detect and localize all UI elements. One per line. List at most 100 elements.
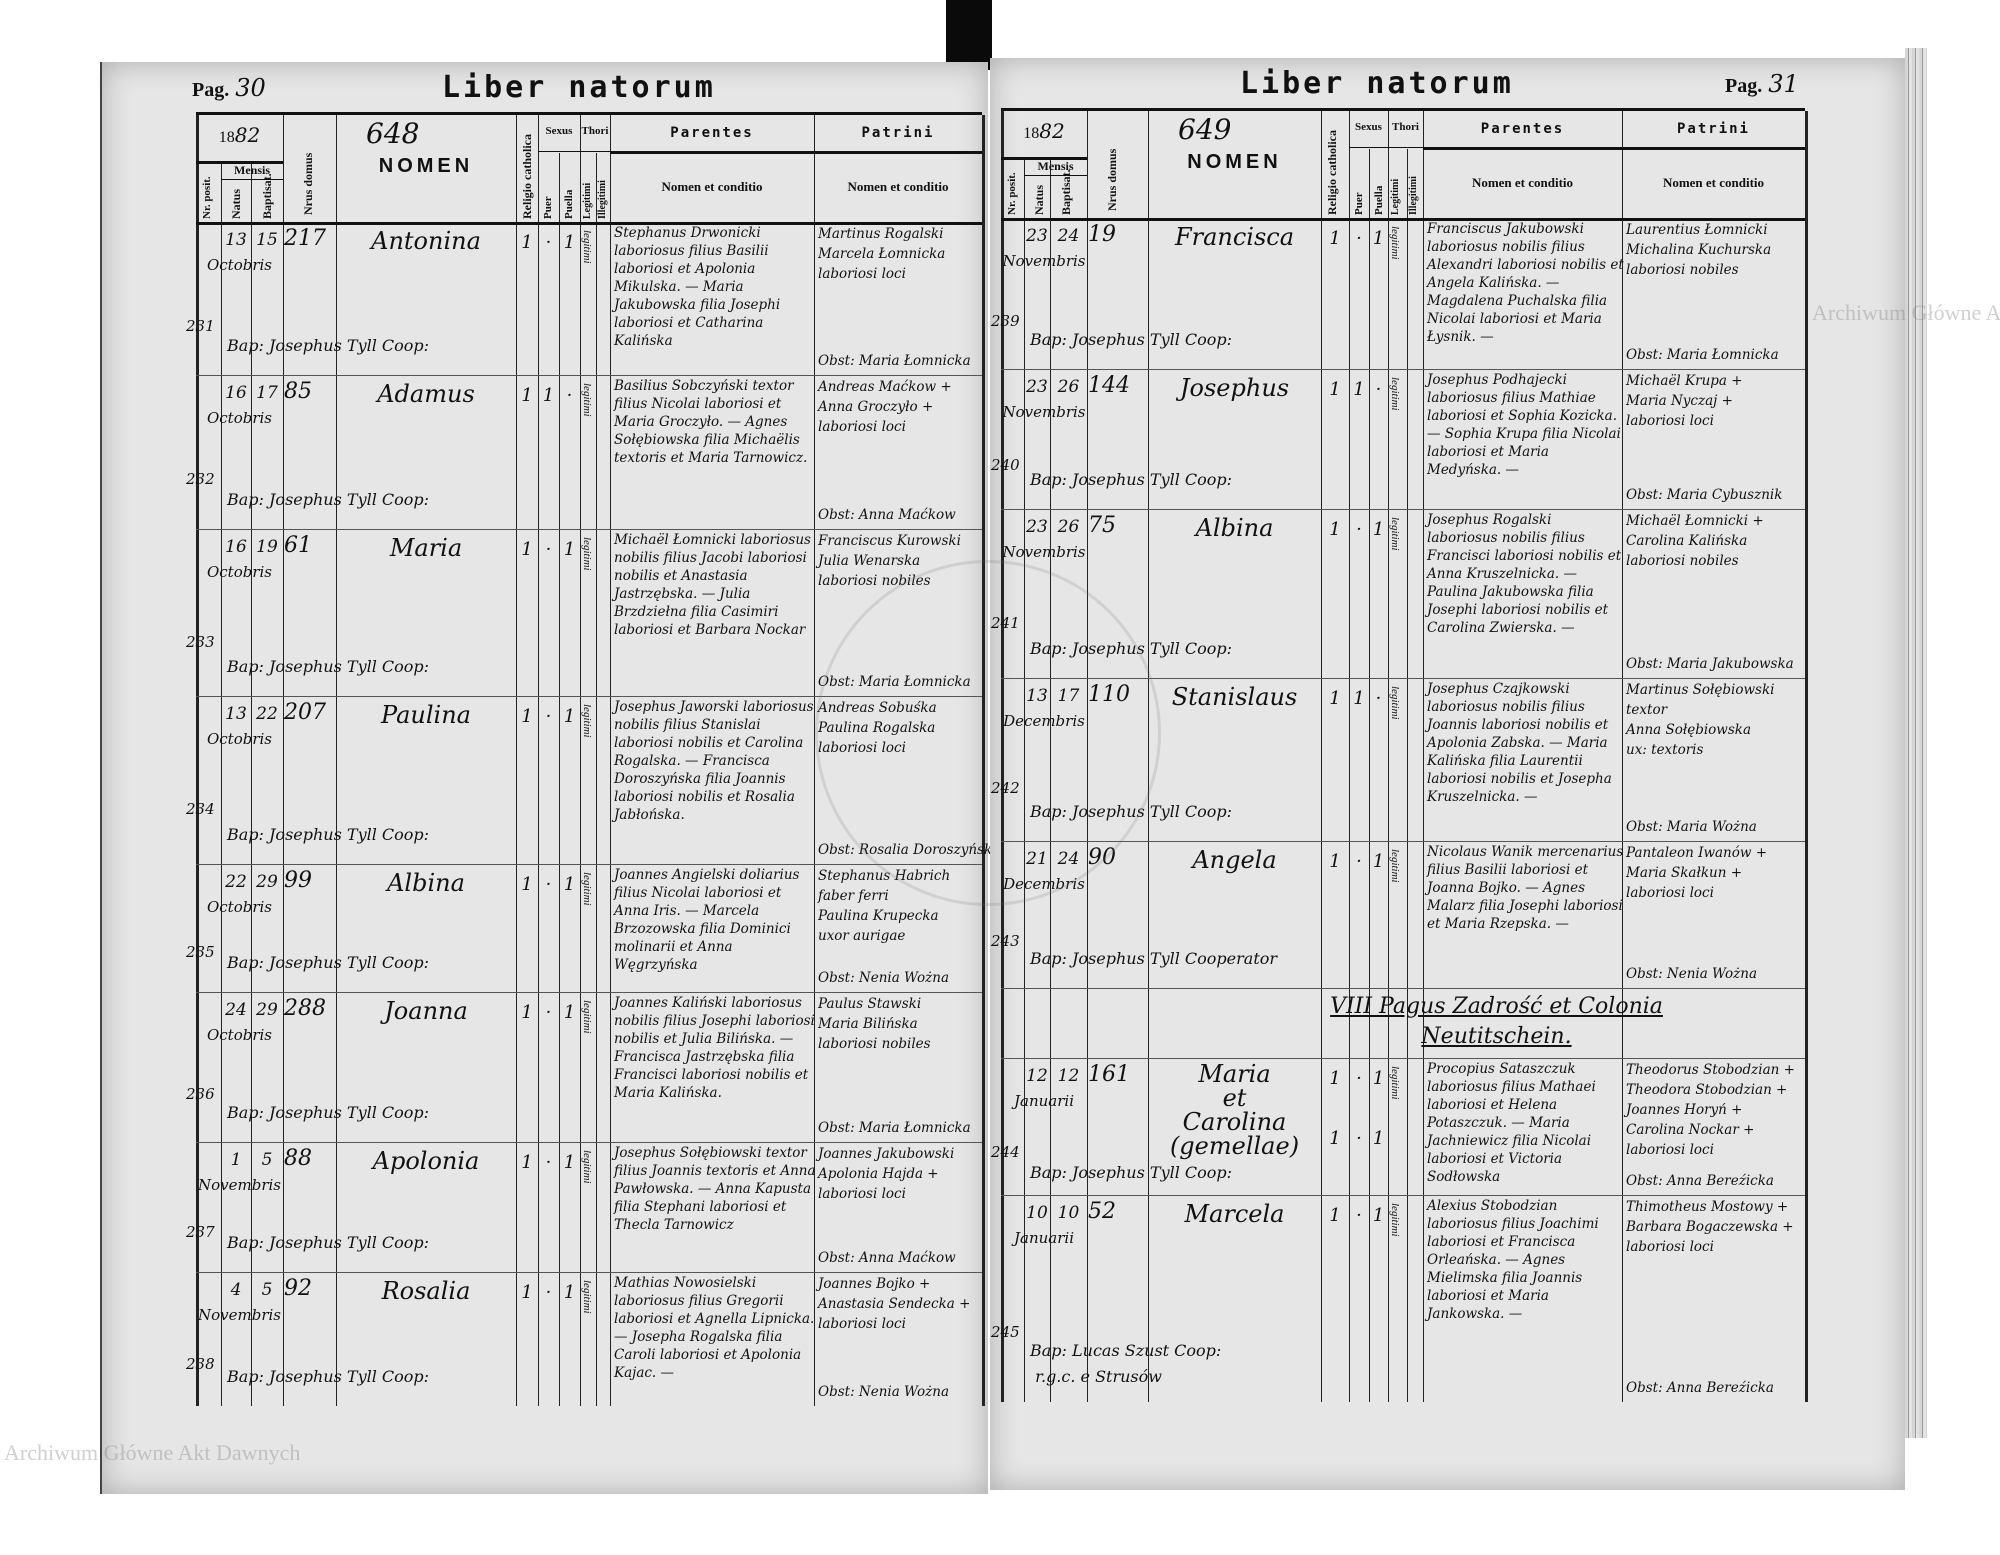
godparent-line: laboriosi loci (1626, 1142, 1714, 1158)
watermark-text: Archiwum Główne Akt Dawnych (4, 1440, 301, 1465)
godparents-column: Michaël Krupa + Maria Nyczaj + laboriosi l… (1626, 371, 1803, 505)
sexus-label: Sexus (545, 125, 573, 137)
table-row: 232 16 17 Octobris 85 Adamus 1 1 · legitimi Basili… (186, 375, 982, 529)
godparent-line: Barbara Bogaczewska + (1626, 1219, 1794, 1235)
thori-mark: legitimi (581, 872, 593, 906)
baptizing-priest: Bap: Josephus Tyll Coop: (227, 825, 430, 844)
thori-mark: legitimi (581, 1280, 593, 1314)
religio-mark: 1 1 (1329, 1068, 1341, 1149)
godparent-line: Michalina Kuchurska (1626, 242, 1772, 258)
child-name: Josephus (1179, 374, 1290, 402)
natus-day: 12 (1026, 1066, 1048, 1086)
sexus-label: Sexus (1355, 121, 1382, 133)
puella-mark: · (1375, 688, 1382, 709)
puer-mark: · (545, 1282, 552, 1303)
natus-day: 23 (1026, 377, 1048, 397)
godparent-line: Joannes Jakubowski (818, 1146, 955, 1162)
nr-posit: 237 (186, 1223, 215, 1241)
religio-label: Religio catholica (1325, 130, 1339, 215)
baptizing-priest: Bap: Josephus Tyll Coop: (227, 1103, 430, 1122)
nomen-label: NOMEN (378, 155, 474, 177)
page-label-text: Pag. (192, 79, 230, 101)
table-row: 233 16 19 Octobris 61 Maria 1 · 1 legitimi Michaël… (186, 529, 982, 696)
patrini-subheader: Nomen et conditio (847, 179, 949, 194)
midwife: Obst: Maria Jakubowska (1626, 656, 1794, 672)
nr-posit: 233 (186, 633, 215, 651)
godparent-line: Maria Nyczaj + (1626, 393, 1733, 409)
header-bottom-rule (196, 222, 982, 225)
nomen-label: NOMEN (1187, 151, 1282, 173)
natus-day: 4 (230, 1280, 242, 1300)
religio-mark: 1 (1329, 519, 1341, 540)
header-rule (221, 179, 283, 180)
godparent-line: Theodorus Stobodzian + (1626, 1062, 1795, 1078)
religio-mark: 1 (1329, 688, 1341, 709)
child-name: Francisca (1174, 223, 1295, 251)
column-rule (1388, 111, 1389, 1402)
nrus-domus-label: Nrus domus (301, 152, 315, 215)
year-label: 1882 (196, 123, 283, 147)
nr-posit: 234 (186, 800, 215, 818)
baptizing-priest: Bap: Josephus Tyll Coop: (227, 657, 430, 676)
house-number: 85 (284, 379, 312, 404)
godparent-line: Carolina Nockar + (1626, 1122, 1755, 1138)
natus-label: Natus (1032, 184, 1046, 215)
column-rule (538, 115, 539, 1406)
godparent-line: Anastasia Sendecka + (818, 1296, 971, 1312)
table-row: 231 13 15 Octobris 217 Antonina 1 · 1 legitimi Ste… (186, 222, 982, 375)
column-rule (1423, 111, 1424, 1402)
header-bottom-rule (1001, 218, 1805, 221)
child-name: Albina (387, 869, 465, 897)
godparent-line: Maria Skałkun + (1626, 865, 1743, 881)
house-number: 161 (1088, 1062, 1130, 1087)
puella-mark: 1 (1372, 228, 1385, 249)
month: Novembris (198, 1306, 281, 1324)
archive-seal-watermark (815, 560, 1161, 906)
parents-text: Josephus Jaworski laboriosus nobilis fil… (614, 699, 814, 823)
godparent-line: laboriosi loci (818, 1186, 906, 1202)
thori-mark: legitimi (581, 704, 593, 738)
puer-mark: · (545, 1152, 552, 1173)
parents-text: Joannes Angielski doliarius filius Nicol… (614, 867, 800, 973)
column-rule (251, 163, 252, 1406)
nr-posit: 240 (991, 456, 1020, 474)
nr-posit: 236 (186, 1085, 215, 1103)
house-number: 19 (1088, 222, 1116, 247)
natus-day: 22 (225, 872, 247, 892)
legitimi-label: Legitimi (1390, 178, 1401, 215)
godparents-column: Pantaleon Iwanów + Maria Skałkun + laborio… (1626, 843, 1803, 984)
row-separator (1001, 1058, 1805, 1059)
column-rule (516, 115, 517, 1406)
month: Novembris (1002, 403, 1086, 421)
puella-mark: 1 (563, 1282, 576, 1303)
puer-mark: 1 (1353, 688, 1365, 709)
religio-mark: 1 (521, 385, 533, 406)
book-spine (946, 0, 992, 70)
puer-mark: · (545, 706, 552, 727)
godparent-line: laboriosi nobiles (1626, 262, 1739, 278)
puer-mark: · (545, 539, 552, 560)
year-written: 82 (234, 123, 261, 147)
row-separator (196, 864, 982, 865)
puer-mark: · (545, 874, 552, 895)
table-row: 239 23 24 Novembris 19 Francisca 1 · 1 legitimi Fr… (991, 218, 1805, 369)
child-name: Maria et Carolina (gemellae) (1169, 1060, 1300, 1160)
mensis-label: Mensis (1037, 159, 1074, 173)
religio-mark: 1 (1329, 1205, 1341, 1226)
thori-mark: legitimi (1389, 377, 1401, 411)
thori-mark: legitimi (1389, 226, 1401, 260)
parents-text: Michaël Łomnicki laboriosus nobilis fili… (614, 532, 811, 638)
child-name: Angela (1192, 846, 1277, 874)
baptizing-priest: Bap: Josephus Tyll Coop: (227, 953, 430, 972)
godparents: Martinus Sołębiowski textor Anna Sołębiows… (1626, 680, 1803, 760)
month: Octobris (206, 563, 273, 581)
puella-mark: 1 (563, 1152, 576, 1173)
column-rule (283, 115, 284, 1406)
table-row: 236 24 29 Octobris 288 Joanna 1 · 1 legitimi Joann… (186, 992, 982, 1142)
puella-mark: · (1375, 379, 1382, 400)
godparent-line: Anna Sołębiowska (1626, 722, 1752, 738)
godparents-column: Joannes Jakubowski Apolonia Hajda + labori… (818, 1144, 980, 1268)
house-number: 75 (1088, 513, 1116, 538)
puer-mark: · (1356, 519, 1362, 540)
header-rule (1423, 147, 1805, 150)
